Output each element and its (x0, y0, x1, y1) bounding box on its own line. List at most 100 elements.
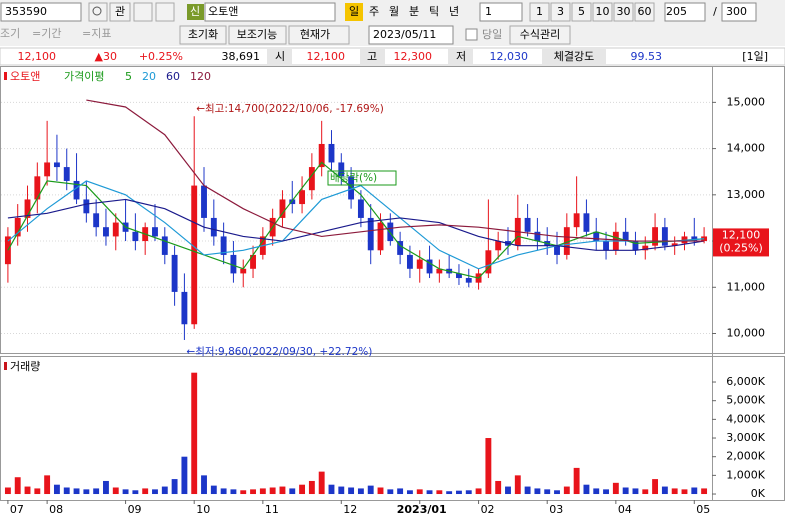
btn-period[interactable]: =기간 (32, 27, 61, 40)
minute-label: 3 (557, 5, 564, 18)
x-tick-label: 03 (549, 503, 563, 516)
volume-bar (681, 489, 688, 495)
search-button[interactable] (88, 2, 108, 22)
x-tick-label: 12 (343, 503, 357, 516)
price-type-button[interactable] (288, 25, 350, 45)
btn-early[interactable]: 조기 (0, 27, 20, 40)
candle-body (14, 217, 21, 237)
price: 12,100 (18, 50, 57, 63)
candle-body (436, 268, 443, 274)
price-type: 현재가 (300, 28, 330, 41)
formula-button[interactable] (509, 25, 571, 45)
x-tick-label: 10 (196, 503, 210, 516)
aux-button[interactable] (228, 25, 287, 45)
legend-title: 오토앤 (10, 70, 40, 83)
minute-label: 30 (617, 5, 631, 18)
max-box[interactable] (721, 2, 757, 22)
minute-button[interactable] (592, 2, 613, 22)
candle-body (338, 162, 345, 177)
label-bg (360, 49, 385, 64)
candle-body (299, 190, 306, 205)
gwan: 관 (115, 5, 125, 18)
volume-bar (14, 477, 21, 495)
candle-body (210, 217, 217, 237)
volume-bar (377, 487, 384, 495)
candle-body (250, 254, 256, 269)
candle-body (191, 185, 198, 325)
candle-body (416, 259, 423, 269)
volume-bar (73, 488, 80, 495)
btn-indicator[interactable]: =지표 (82, 27, 111, 40)
unit: 1 (485, 5, 492, 18)
candle-body (357, 199, 364, 218)
candle-body (583, 213, 590, 232)
candle-body (622, 231, 629, 242)
period-button[interactable]: 월 (389, 5, 399, 18)
minute-button[interactable] (571, 2, 592, 22)
name-box (204, 2, 336, 22)
minute-button[interactable] (529, 2, 550, 22)
low: 12,030 (490, 50, 529, 63)
period-button[interactable]: 분 (409, 5, 419, 18)
date-input[interactable] (368, 25, 454, 45)
arrow-button[interactable] (155, 2, 175, 22)
high-label: 고 (367, 50, 377, 63)
code-input[interactable] (0, 2, 82, 22)
volume-bar (230, 489, 237, 495)
volume-bar (53, 484, 60, 495)
candle-body (534, 231, 541, 242)
legend-entry: 120 (190, 70, 211, 83)
y-tick-label: 1,000K (726, 468, 765, 481)
volume-bar (691, 487, 698, 495)
stock-name: 오토앤 (208, 5, 238, 18)
period-selected[interactable] (345, 3, 363, 21)
period-button[interactable]: 일 (349, 4, 359, 18)
minute-button[interactable] (550, 2, 571, 22)
minute-button[interactable] (634, 2, 655, 22)
candle-body (83, 199, 90, 214)
volume-bar (495, 480, 502, 495)
candle-body (24, 199, 31, 218)
volume-bar (201, 475, 207, 495)
candle-body (289, 199, 296, 205)
y-tick-label: 14,000 (727, 142, 766, 155)
volume-bar (505, 486, 511, 495)
open-label: 시 (275, 50, 285, 63)
unit-select[interactable] (479, 2, 523, 22)
minute-label: 60 (638, 5, 652, 18)
volume-bar (661, 486, 668, 495)
x-tick-label: 08 (49, 503, 63, 516)
legend-swatch (4, 362, 7, 370)
volume-bar (446, 491, 453, 495)
minute-label: 1 (536, 5, 543, 18)
volume-bar (583, 484, 590, 495)
reset-button[interactable] (179, 25, 227, 45)
candle-body (524, 217, 531, 232)
period-button[interactable]: 틱 (429, 5, 439, 18)
period: [1일] (742, 49, 768, 63)
count-spinner[interactable] (664, 2, 706, 22)
arrow-button[interactable] (133, 2, 153, 22)
volume-bar (318, 471, 325, 495)
today-checkbox[interactable] (465, 28, 478, 41)
volume-bar (289, 488, 296, 495)
period-button[interactable]: 년 (449, 5, 459, 18)
volume-bar (622, 487, 629, 495)
volume-bar (63, 487, 70, 495)
minute-button[interactable] (613, 2, 634, 22)
x-tick-label: 05 (696, 503, 710, 516)
volume-bar (181, 456, 188, 495)
period-button[interactable]: 주 (369, 5, 379, 18)
volume-bar (44, 475, 51, 495)
gwan-button[interactable] (109, 2, 131, 22)
volume-bar (406, 490, 413, 495)
volume-bar (152, 489, 158, 495)
candle-body (171, 254, 178, 292)
volume-bar (603, 489, 609, 495)
ma-line (7, 198, 705, 251)
volume-bar (573, 467, 580, 495)
y-tick-label: 3,000K (726, 431, 765, 444)
volume-bar (475, 488, 482, 495)
candle-body (181, 291, 188, 325)
